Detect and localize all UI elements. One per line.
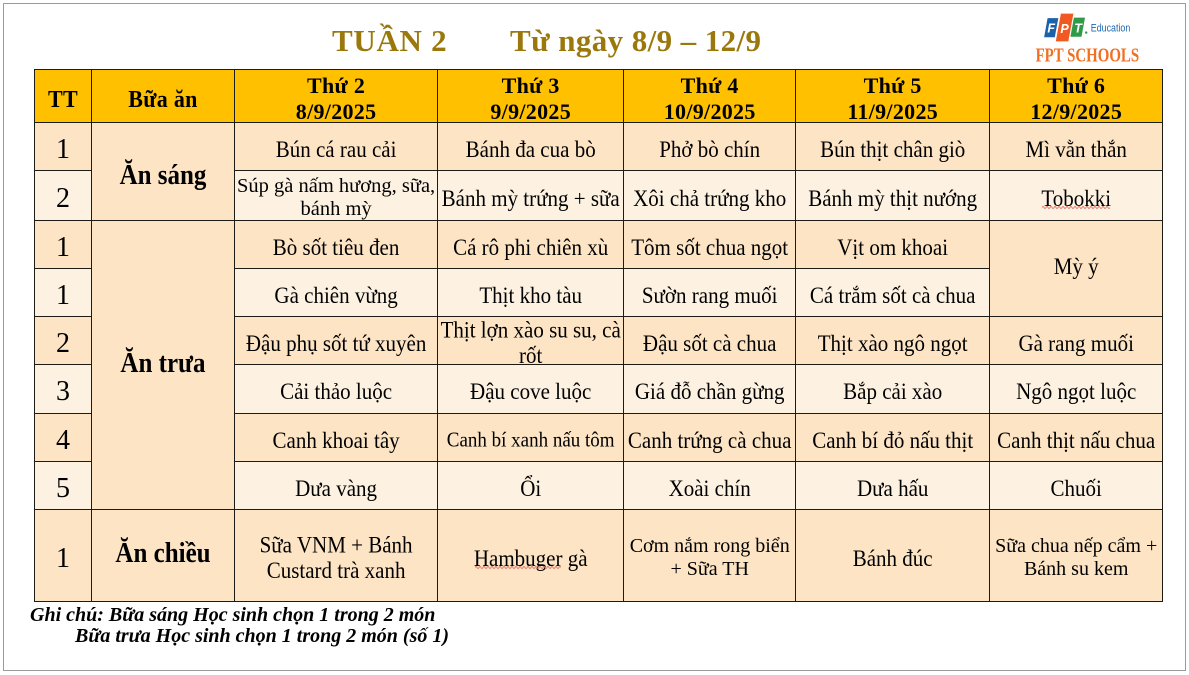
svg-text:T: T (1074, 22, 1083, 36)
svg-text:FPT SCHOOLS: FPT SCHOOLS (1036, 46, 1140, 65)
svg-text:Education: Education (1091, 23, 1131, 35)
svg-text:P: P (1060, 22, 1069, 36)
svg-text:F: F (1047, 22, 1055, 36)
